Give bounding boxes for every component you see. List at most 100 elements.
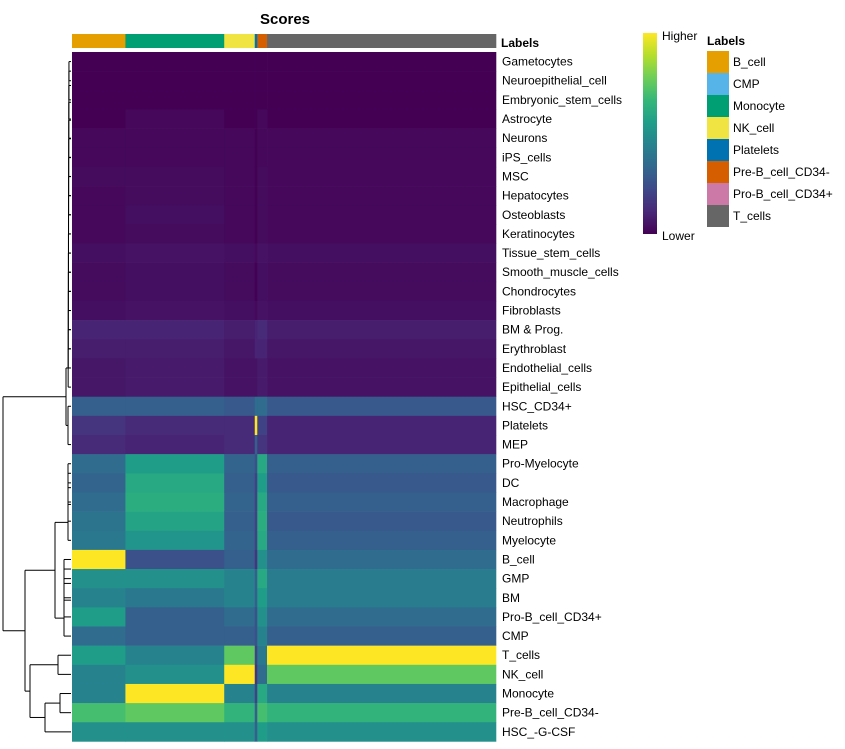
heatmap-cell bbox=[224, 281, 256, 302]
row-label: Macrophage bbox=[502, 495, 569, 509]
heatmap-cell bbox=[254, 147, 258, 168]
heatmap-cell bbox=[125, 396, 225, 417]
heatmap-cell bbox=[72, 205, 126, 225]
heatmap-cell bbox=[267, 569, 497, 589]
annotation-segment-t_cells bbox=[267, 34, 497, 48]
heatmap-cell bbox=[224, 147, 256, 168]
heatmap-cell bbox=[267, 262, 497, 283]
heatmap-cell bbox=[257, 722, 268, 742]
heatmap-cell bbox=[267, 339, 497, 359]
row-label: BM bbox=[502, 591, 520, 605]
row-label: T_cells bbox=[502, 648, 540, 662]
heatmap-cell bbox=[224, 166, 256, 187]
heatmap-cell bbox=[254, 358, 258, 378]
heatmap-cell bbox=[224, 492, 256, 512]
heatmap-cell bbox=[125, 588, 225, 608]
heatmap-cell bbox=[267, 166, 497, 187]
heatmap-cell bbox=[125, 454, 225, 474]
heatmap-cell bbox=[257, 300, 268, 321]
heatmap-cell bbox=[224, 703, 256, 723]
heatmap-cell bbox=[224, 128, 256, 149]
heatmap-cell bbox=[254, 415, 258, 436]
heatmap-cell bbox=[224, 683, 256, 704]
heatmap-cell bbox=[254, 224, 258, 244]
heatmap-cell bbox=[125, 703, 225, 723]
heatmap-cell bbox=[257, 569, 268, 589]
heatmap-cell bbox=[72, 147, 126, 168]
row-label: MEP bbox=[502, 438, 528, 452]
legend-swatch bbox=[707, 51, 729, 73]
row-label: Chondrocytes bbox=[502, 284, 576, 298]
heatmap-cell bbox=[267, 703, 497, 723]
heatmap-cell bbox=[257, 262, 268, 283]
heatmap-cell bbox=[224, 549, 256, 570]
heatmap-cell bbox=[257, 128, 268, 149]
heatmap-cell bbox=[267, 415, 497, 436]
heatmap-cell bbox=[254, 454, 258, 474]
heatmap-cell bbox=[267, 588, 497, 608]
heatmap-cell bbox=[224, 339, 256, 359]
heatmap-cell bbox=[72, 52, 126, 72]
annotation-segment-monocyte bbox=[125, 34, 225, 48]
heatmap-cell bbox=[254, 320, 258, 340]
heatmap-cell bbox=[72, 320, 126, 340]
heatmap-cell bbox=[267, 281, 497, 302]
heatmap-cell bbox=[267, 549, 497, 570]
heatmap-cell bbox=[254, 664, 258, 685]
row-label: Neutrophils bbox=[502, 514, 563, 528]
heatmap-cell bbox=[257, 396, 268, 417]
heatmap-cell bbox=[72, 492, 126, 512]
row-label: Myelocyte bbox=[502, 533, 556, 547]
row-label: HSC_CD34+ bbox=[502, 399, 572, 413]
heatmap-cell bbox=[224, 224, 256, 244]
heatmap-cell bbox=[224, 300, 256, 321]
heatmap-cell bbox=[224, 71, 256, 91]
heatmap-cell bbox=[125, 166, 225, 187]
heatmap-cell bbox=[72, 224, 126, 244]
heatmap-cell bbox=[254, 71, 258, 91]
heatmap-cell bbox=[267, 300, 497, 321]
heatmap-cell bbox=[254, 339, 258, 359]
heatmap-cell bbox=[254, 588, 258, 608]
annotation-segment-b_cell bbox=[72, 34, 126, 48]
heatmap-cell bbox=[125, 262, 225, 283]
row-label: Neurons bbox=[502, 131, 547, 145]
heatmap-cell bbox=[72, 377, 126, 397]
heatmap-cell bbox=[267, 90, 497, 110]
heatmap-cell bbox=[224, 722, 256, 742]
heatmap-cell bbox=[267, 320, 497, 340]
heatmap-cell bbox=[254, 607, 258, 627]
heatmap-cell bbox=[257, 147, 268, 168]
row-label: CMP bbox=[502, 629, 529, 643]
row-label: Erythroblast bbox=[502, 342, 567, 356]
heatmap-cell bbox=[254, 243, 258, 263]
heatmap-cell bbox=[125, 435, 225, 455]
heatmap-cell bbox=[257, 224, 268, 244]
heatmap-cell bbox=[254, 626, 258, 646]
heatmap-cell bbox=[224, 664, 256, 685]
heatmap-cell bbox=[267, 683, 497, 704]
heatmap-cell bbox=[72, 396, 126, 417]
heatmap-cell bbox=[257, 435, 268, 455]
row-label: MSC bbox=[502, 169, 529, 183]
heatmap-cell bbox=[254, 473, 258, 493]
heatmap-cell bbox=[224, 205, 256, 225]
heatmap-cell bbox=[72, 645, 126, 666]
heatmap-cell bbox=[224, 435, 256, 455]
heatmap-cell bbox=[72, 549, 126, 570]
heatmap-cell bbox=[72, 703, 126, 723]
heatmap-cell bbox=[224, 530, 256, 551]
heatmap-cell bbox=[267, 492, 497, 512]
color-scale-bar bbox=[643, 33, 657, 234]
row-label: DC bbox=[502, 476, 520, 490]
heatmap-cell bbox=[257, 205, 268, 225]
heatmap-cell bbox=[224, 626, 256, 646]
heatmap-cell bbox=[267, 224, 497, 244]
heatmap-cell bbox=[224, 320, 256, 340]
heatmap-cell bbox=[254, 435, 258, 455]
heatmap-cell bbox=[125, 300, 225, 321]
heatmap-cell bbox=[267, 722, 497, 742]
heatmap-cell bbox=[72, 109, 126, 129]
heatmap-cell bbox=[224, 243, 256, 263]
heatmap-cell bbox=[267, 377, 497, 397]
